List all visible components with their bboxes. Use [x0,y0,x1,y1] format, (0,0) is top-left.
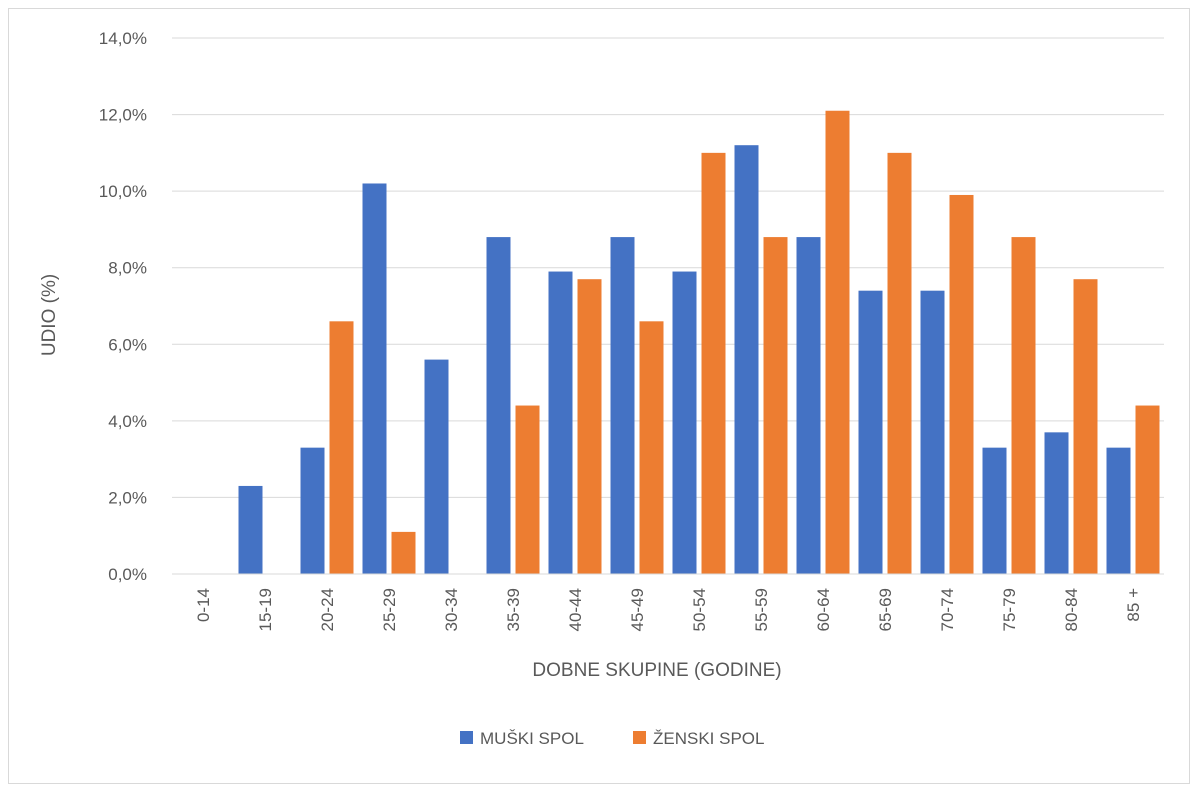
bar-zenski-65-69 [887,152,912,574]
bar-zenski-50-54 [701,152,726,574]
bar-zenski-70-74 [949,194,974,574]
legend-swatch-zenski [633,731,646,744]
x-tick-label: 85 + [1124,588,1143,622]
y-tick-label: 12,0% [99,106,147,125]
bar-muski-60-64 [796,237,821,575]
bar-zenski-85 [1135,405,1160,574]
legend-swatch-muski [460,731,473,744]
bar-muski-55-59 [734,145,759,574]
y-axis-title: UDIO (%) [39,274,60,356]
x-tick-label: 35-39 [504,588,523,631]
bars [238,110,1160,575]
x-tick-label: 25-29 [380,588,399,631]
y-axis-ticks: 0,0% 2,0% 4,0% 6,0% 8,0% 10,0% 12,0% 14,0% [99,29,147,584]
bar-zenski-80-84 [1073,279,1098,574]
y-tick-label: 10,0% [99,182,147,201]
x-tick-label: 80-84 [1062,588,1081,631]
x-axis-ticks: 0-14 15-19 20-24 25-29 30-34 35-39 40-44 45-49 5… [194,588,1143,632]
bar-zenski-40-44 [577,279,602,574]
bar-muski-65-69 [858,290,883,574]
legend-label-zenski: ŽENSKI SPOL [653,729,764,748]
y-tick-label: 8,0% [108,259,147,278]
bar-zenski-60-64 [825,110,850,574]
y-tick-label: 2,0% [108,488,147,507]
x-tick-label: 0-14 [194,588,213,622]
x-tick-label: 50-54 [690,588,709,631]
x-tick-label: 30-34 [442,588,461,631]
x-axis-title: DOBNE SKUPINE (GODINE) [532,660,781,681]
bar-muski-75-79 [982,447,1007,574]
bar-zenski-45-49 [639,321,664,574]
bar-muski-35-39 [486,237,511,575]
bar-muski-85 [1106,447,1131,574]
bar-muski-40-44 [548,271,573,574]
legend: MUŠKI SPOL ŽENSKI SPOL [460,729,764,748]
y-tick-label: 14,0% [99,29,147,48]
bar-muski-25-29 [362,183,387,574]
bar-muski-50-54 [672,271,697,574]
x-tick-label: 15-19 [256,588,275,631]
bar-muski-20-24 [300,447,325,574]
bar-zenski-25-29 [391,531,416,574]
x-tick-label: 65-69 [876,588,895,631]
x-tick-label: 55-59 [752,588,771,631]
bar-zenski-55-59 [763,237,788,575]
bar-zenski-20-24 [329,321,354,574]
x-tick-label: 70-74 [938,588,957,631]
x-tick-label: 45-49 [628,588,647,631]
x-tick-label: 60-64 [814,588,833,631]
legend-label-muski: MUŠKI SPOL [480,729,584,748]
x-tick-label: 75-79 [1000,588,1019,631]
y-tick-label: 0,0% [108,565,147,584]
x-tick-label: 40-44 [566,588,585,631]
bar-muski-80-84 [1044,432,1069,574]
bar-muski-70-74 [920,290,945,574]
bar-zenski-75-79 [1011,237,1036,575]
y-tick-label: 6,0% [108,335,147,354]
x-tick-label: 20-24 [318,588,337,631]
bar-muski-30-34 [424,359,449,574]
bar-zenski-35-39 [515,405,540,574]
y-tick-label: 4,0% [108,412,147,431]
bar-muski-45-49 [610,237,635,575]
bar-muski-15-19 [238,485,263,574]
